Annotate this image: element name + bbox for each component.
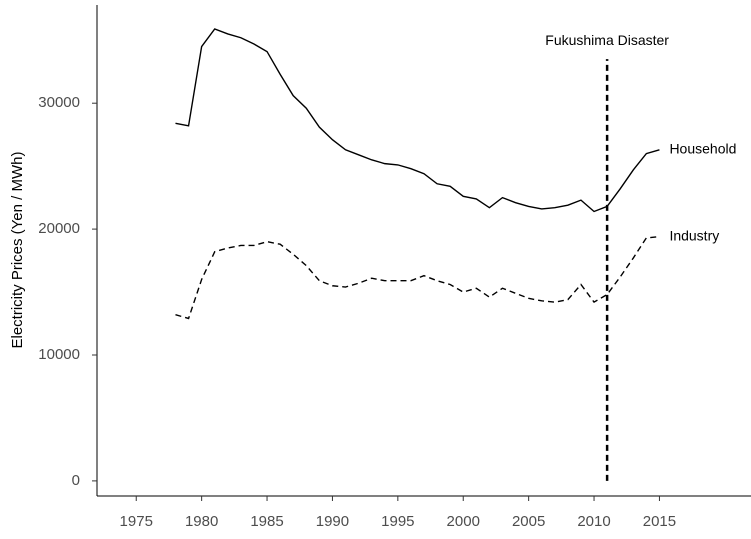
y-tick-label: 20000: [38, 220, 80, 237]
x-tick-label: 1990: [316, 513, 349, 530]
series-line: [175, 28, 660, 213]
series-label: Industry: [669, 227, 719, 243]
x-tick-label: 2010: [577, 513, 610, 530]
x-tick-label: 1985: [250, 513, 283, 530]
x-tick-label: 1980: [185, 513, 218, 530]
x-tick-label: 2015: [643, 513, 676, 530]
series-line: [175, 235, 660, 320]
x-tick-label: 1975: [120, 513, 153, 530]
series-label: Household: [669, 140, 736, 156]
x-tick-label: 2005: [512, 513, 545, 530]
y-axis-label: Electricity Prices (Yen / MWh): [9, 152, 26, 349]
y-tick-label: 0: [72, 472, 80, 489]
x-tick-label: 1995: [381, 513, 414, 530]
x-tick-label: 2000: [447, 513, 480, 530]
annotation-label: Fukushima Disaster: [545, 32, 669, 48]
y-tick-label: 30000: [38, 94, 80, 111]
y-tick-label: 10000: [38, 346, 80, 363]
